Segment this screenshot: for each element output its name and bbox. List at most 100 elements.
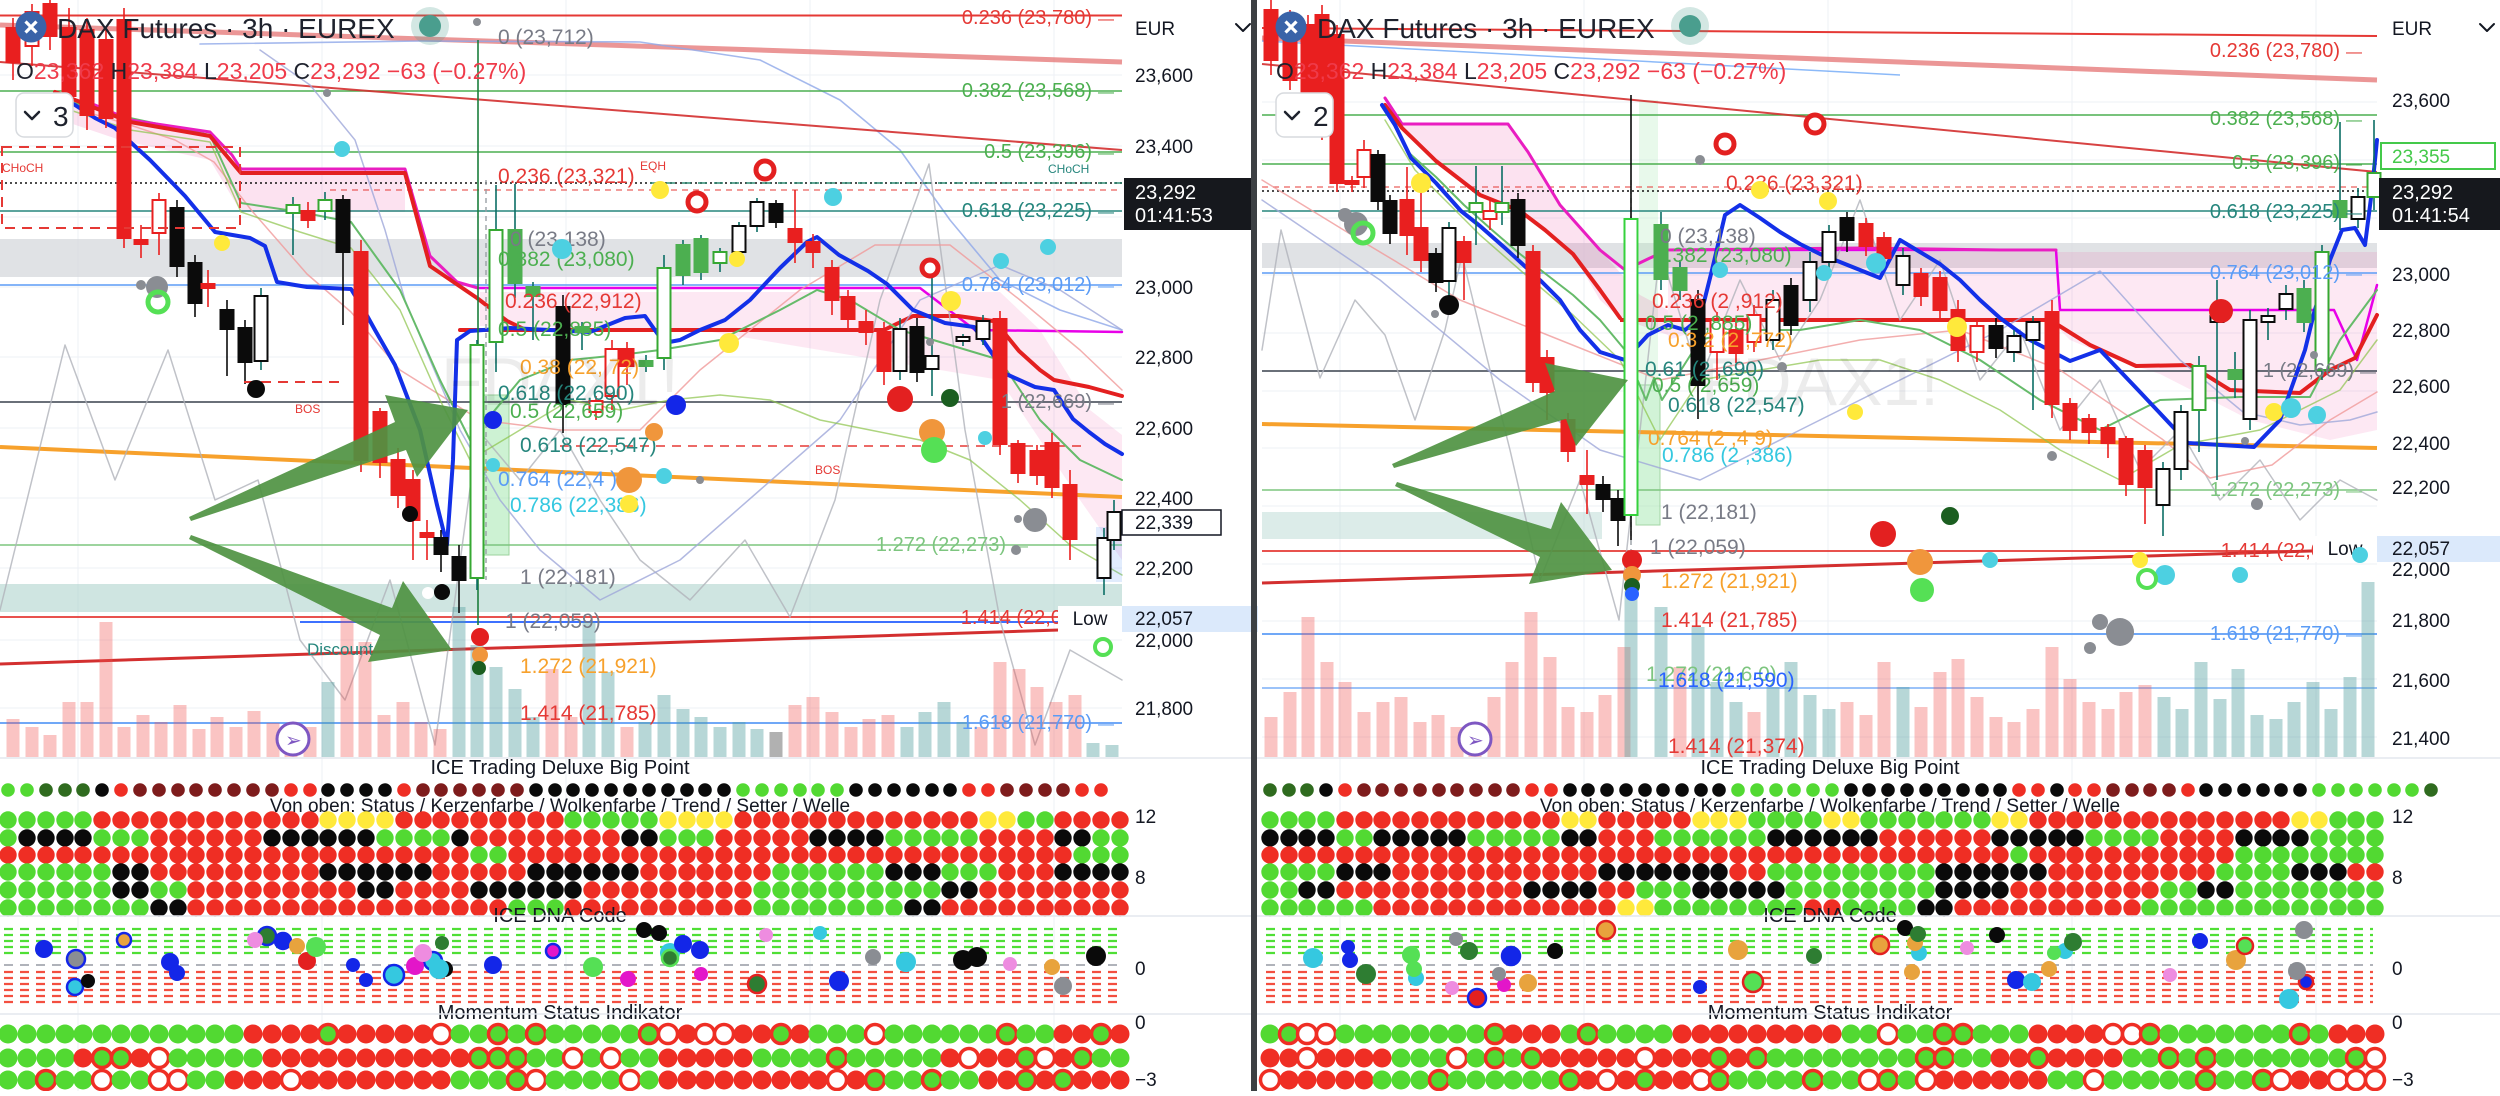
svg-text:0 (23,138): 0 (23,138) <box>510 228 606 251</box>
svg-text:0.764 (23,012): 0.764 (23,012) <box>962 274 1092 296</box>
svg-text:O23,362 H23,384 L23,205 C23: O23,362 H23,384 L23,205 C23,292 −63 (−0.… <box>1276 58 1786 84</box>
svg-text:—: — <box>1098 395 1114 412</box>
svg-text:Momentum Status Indikator: Momentum Status Indikator <box>1708 1002 1953 1024</box>
svg-text:1.272 (21,921): 1.272 (21,921) <box>1661 570 1798 593</box>
svg-text:0 (23,712): 0 (23,712) <box>498 26 594 49</box>
svg-text:1 (22,669): 1 (22,669) <box>1001 391 1092 413</box>
svg-text:23,292: 23,292 <box>2392 182 2453 204</box>
svg-text:0.618 (23,225): 0.618 (23,225) <box>962 200 1092 222</box>
svg-text:ICE Trading Deluxe Big Point: ICE Trading Deluxe Big Point <box>430 757 689 779</box>
svg-text:1.414 (21,374): 1.414 (21,374) <box>1668 735 1805 758</box>
svg-text:0.236 (22,912): 0.236 (22,912) <box>505 290 642 313</box>
svg-text:0 (23,138): 0 (23,138) <box>1660 225 1756 248</box>
svg-text:23,000: 23,000 <box>2392 265 2450 286</box>
svg-text:0.382 (23,568): 0.382 (23,568) <box>2210 108 2340 130</box>
svg-text:0.5 (22,659): 0.5 (22,659) <box>510 400 623 423</box>
svg-text:0: 0 <box>1135 959 1146 980</box>
svg-text:01:41:53: 01:41:53 <box>1135 205 1213 227</box>
svg-text:1.414 (22,0: 1.414 (22,0 <box>961 607 1062 629</box>
svg-text:➢: ➢ <box>1467 730 1484 752</box>
svg-text:22,400: 22,400 <box>1135 489 1193 510</box>
svg-text:1.414 (22,0: 1.414 (22,0 <box>2221 540 2322 562</box>
svg-text:—: — <box>2346 112 2362 129</box>
svg-text:CHoCH: CHoCH <box>2 161 43 175</box>
svg-text:22,600: 22,600 <box>2392 377 2450 398</box>
svg-text:23,355: 23,355 <box>2392 147 2450 168</box>
svg-text:1.618 (21,770): 1.618 (21,770) <box>962 712 1092 734</box>
svg-text:22,400: 22,400 <box>2392 434 2450 455</box>
svg-text:22,800: 22,800 <box>1135 348 1193 369</box>
svg-text:—: — <box>1098 716 1114 733</box>
svg-text:1 (22,059): 1 (22,059) <box>1650 536 1746 559</box>
svg-text:Discount: Discount <box>307 640 373 659</box>
svg-text:—: — <box>2360 364 2376 381</box>
svg-text:EUR: EUR <box>2392 19 2432 40</box>
svg-text:0.764 (23,012): 0.764 (23,012) <box>2210 262 2340 284</box>
svg-text:0.618 (23,225): 0.618 (23,225) <box>2210 201 2340 223</box>
svg-text:1.414 (21,785): 1.414 (21,785) <box>520 702 657 725</box>
svg-text:01:41:54: 01:41:54 <box>2392 205 2470 227</box>
svg-text:0.5 ( 2,659): 0.5 ( 2,659) <box>1652 374 1759 397</box>
svg-text:—: — <box>2346 627 2362 644</box>
svg-text:1 (22,059): 1 (22,059) <box>505 610 601 633</box>
svg-text:−3: −3 <box>1135 1070 1157 1091</box>
svg-text:0.3 2 (2 ,772): 0.3 2 (2 ,772) <box>1668 329 1793 352</box>
svg-text:—: — <box>2346 44 2362 61</box>
svg-text:BOS: BOS <box>815 463 840 477</box>
svg-text:1.272 (22,273): 1.272 (22,273) <box>876 534 1006 556</box>
svg-text:BOS: BOS <box>295 402 320 416</box>
svg-text:8: 8 <box>2392 868 2403 889</box>
svg-text:12: 12 <box>1135 807 1156 828</box>
svg-text:21,600: 21,600 <box>2392 671 2450 692</box>
svg-text:—: — <box>2346 266 2362 283</box>
svg-text:0.764 (22,4 ): 0.764 (22,4 ) <box>498 468 617 491</box>
svg-text:0.382 (23,080): 0.382 (23,080) <box>1655 244 1792 267</box>
svg-text:EQH: EQH <box>640 159 666 173</box>
svg-text:0.5 (2 ,885): 0.5 (2 ,885) <box>1645 312 1752 335</box>
svg-text:0.5 (23,396): 0.5 (23,396) <box>2232 152 2340 174</box>
svg-text:21,400: 21,400 <box>2392 729 2450 750</box>
svg-text:23,600: 23,600 <box>2392 91 2450 112</box>
svg-text:Low: Low <box>1073 609 1108 630</box>
svg-text:DAX Futures · 3h · EUREX: DAX Futures · 3h · EUREX <box>1317 13 1655 44</box>
svg-text:21,800: 21,800 <box>2392 611 2450 632</box>
svg-text:CHoCH: CHoCH <box>1048 162 1089 176</box>
svg-text:—: — <box>1098 11 1114 28</box>
svg-text:22,000: 22,000 <box>1135 631 1193 652</box>
svg-text:0.38 (22, 72): 0.38 (22, 72) <box>520 356 639 379</box>
svg-text:0.764 (2 ,4 9): 0.764 (2 ,4 9) <box>1648 427 1773 450</box>
svg-text:−3: −3 <box>2392 1070 2414 1091</box>
svg-text:22,200: 22,200 <box>1135 559 1193 580</box>
svg-text:—: — <box>2346 205 2362 222</box>
svg-text:1.272 (21,921): 1.272 (21,921) <box>520 655 657 678</box>
svg-text:—: — <box>2346 483 2362 500</box>
svg-text:0.786 (22,386): 0.786 (22,386) <box>510 494 647 517</box>
svg-text:23,292: 23,292 <box>1135 182 1196 204</box>
svg-text:22,600: 22,600 <box>1135 419 1193 440</box>
svg-text:22,200: 22,200 <box>2392 478 2450 499</box>
svg-text:1 (22,669): 1 (22,669) <box>2263 360 2354 382</box>
svg-text:—: — <box>1098 204 1114 221</box>
svg-text:—: — <box>1098 278 1114 295</box>
svg-text:1 (22,181): 1 (22,181) <box>1661 501 1757 524</box>
svg-text:0.61 (2 ,690): 0.61 (2 ,690) <box>1645 358 1764 381</box>
svg-text:0.5 (22,885): 0.5 (22,885) <box>498 318 611 341</box>
svg-text:3: 3 <box>53 101 69 132</box>
svg-text:—: — <box>2346 156 2362 173</box>
svg-text:0.236 (2 ,912): 0.236 (2 ,912) <box>1652 290 1783 313</box>
svg-text:1.272 (21,6 0): 1.272 (21,6 0) <box>1646 663 1777 686</box>
svg-text:0.5 (23,396): 0.5 (23,396) <box>984 141 1092 163</box>
svg-text:22,000: 22,000 <box>2392 560 2450 581</box>
svg-text:O23,362 H23,384 L23,205 C23: O23,362 H23,384 L23,205 C23,292 −63 (−0.… <box>16 58 526 84</box>
svg-text:➢: ➢ <box>285 730 302 752</box>
svg-text:—: — <box>1098 84 1114 101</box>
svg-text:22,057: 22,057 <box>1135 609 1193 630</box>
svg-text:Momentum Status Indikator: Momentum Status Indikator <box>438 1002 683 1024</box>
svg-text:ICE Trading Deluxe Big Point: ICE Trading Deluxe Big Point <box>1700 757 1959 779</box>
svg-text:23,600: 23,600 <box>1135 66 1193 87</box>
svg-text:22,057: 22,057 <box>2392 539 2450 560</box>
svg-text:2: 2 <box>1313 101 1329 132</box>
svg-text:0.382 (23,568): 0.382 (23,568) <box>962 80 1092 102</box>
svg-text:22,800: 22,800 <box>2392 321 2450 342</box>
svg-text:0.618 (22,690): 0.618 (22,690) <box>498 382 635 405</box>
